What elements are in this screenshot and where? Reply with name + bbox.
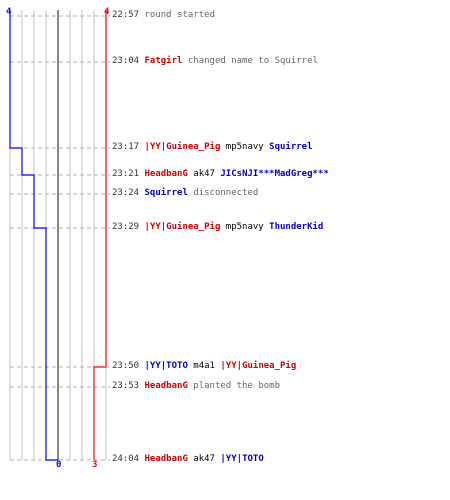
red-start-count: 4 xyxy=(104,7,110,17)
red-player-name: HeadbanG xyxy=(139,169,188,179)
red-player-name: |YY|Guinea_Pig xyxy=(139,222,221,232)
event-time: 23:17 xyxy=(112,142,140,152)
blue-end-count: 0 xyxy=(56,460,62,470)
red-player-name: HeadbanG xyxy=(139,454,188,464)
event-row: 23:29 |YY|Guinea_Pig mp5navy ThunderKid xyxy=(112,222,323,233)
blue-start-count: 4 xyxy=(6,7,12,17)
blue-player-name: |YY|TOTO xyxy=(220,454,264,464)
weapon-name: mp5navy xyxy=(220,142,270,152)
event-row: 23:21 HeadbanG ak47 JICsNJI***MadGreg*** xyxy=(112,169,329,180)
weapon-name: mp5navy xyxy=(220,222,270,232)
red-team-alive-line xyxy=(93,10,107,460)
event-time: 23:50 xyxy=(112,361,140,371)
red-player-name: |YY|Guinea_Pig xyxy=(220,361,297,371)
event-time: 23:29 xyxy=(112,222,140,232)
event-time: 23:24 xyxy=(112,188,140,198)
event-time: 23:04 xyxy=(112,56,140,66)
blue-player-name: JICsNJI***MadGreg*** xyxy=(220,169,329,179)
event-row: 23:53 HeadbanG planted the bomb xyxy=(112,381,280,392)
weapon-name: ak47 xyxy=(187,169,221,179)
event-time: 22:57 xyxy=(112,10,140,20)
blue-team-alive-line xyxy=(9,10,58,461)
event-time: 23:53 xyxy=(112,381,140,391)
event-time: 24:04 xyxy=(112,454,140,464)
blue-player-name: |YY|TOTO xyxy=(139,361,188,371)
red-end-count: 3 xyxy=(92,460,98,470)
event-row: 23:50 |YY|TOTO m4a1 |YY|Guinea_Pig xyxy=(112,361,296,372)
weapon-name: m4a1 xyxy=(187,361,221,371)
event-row: 23:04 Fatgirl changed name to Squirrel xyxy=(112,56,318,67)
event-row: 23:17 |YY|Guinea_Pig mp5navy Squirrel xyxy=(112,142,313,153)
event-text: changed name to Squirrel xyxy=(182,56,318,66)
red-player-name: Fatgirl xyxy=(139,56,183,66)
event-text: round started xyxy=(139,10,215,20)
event-row: 22:57 round started xyxy=(112,10,215,21)
event-time: 23:21 xyxy=(112,169,140,179)
event-row: 24:04 HeadbanG ak47 |YY|TOTO xyxy=(112,454,264,465)
event-text: disconnected xyxy=(187,188,259,198)
blue-player-name: Squirrel xyxy=(139,188,188,198)
blue-player-name: Squirrel xyxy=(269,142,313,152)
event-text: planted the bomb xyxy=(187,381,280,391)
red-player-name: HeadbanG xyxy=(139,381,188,391)
weapon-name: ak47 xyxy=(187,454,221,464)
blue-player-name: ThunderKid xyxy=(269,222,324,232)
event-row: 23:24 Squirrel disconnected xyxy=(112,188,258,199)
red-player-name: |YY|Guinea_Pig xyxy=(139,142,221,152)
